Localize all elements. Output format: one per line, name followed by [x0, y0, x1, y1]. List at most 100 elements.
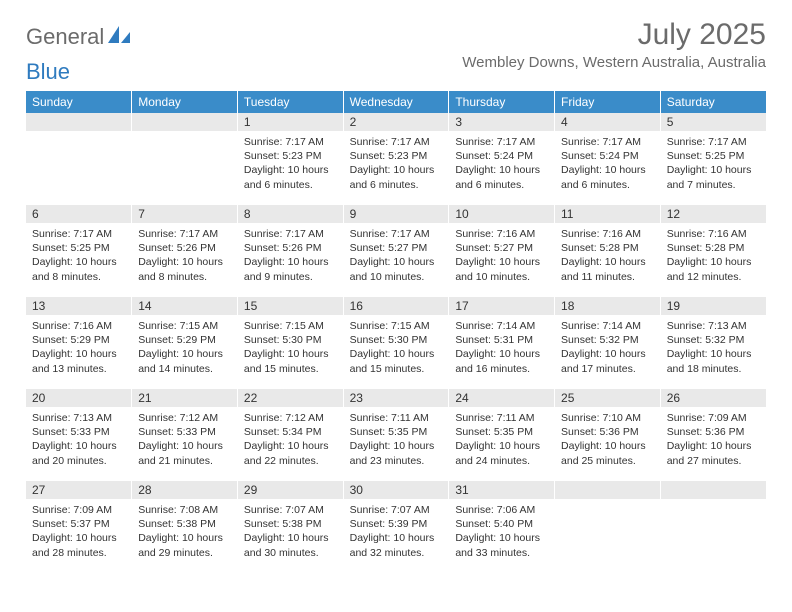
sunrise-text: Sunrise: 7:15 AM	[138, 319, 231, 333]
daylight-text: Daylight: 10 hours and 11 minutes.	[561, 255, 654, 283]
daylight-text: Daylight: 10 hours and 13 minutes.	[32, 347, 125, 375]
calendar-cell: 25Sunrise: 7:10 AMSunset: 5:36 PMDayligh…	[555, 389, 661, 481]
sunset-text: Sunset: 5:29 PM	[32, 333, 125, 347]
sunset-text: Sunset: 5:38 PM	[244, 517, 337, 531]
sunrise-text: Sunrise: 7:11 AM	[455, 411, 548, 425]
day-details: Sunrise: 7:08 AMSunset: 5:38 PMDaylight:…	[132, 500, 237, 566]
sunset-text: Sunset: 5:29 PM	[138, 333, 231, 347]
sunrise-text: Sunrise: 7:12 AM	[138, 411, 231, 425]
sunset-text: Sunset: 5:34 PM	[244, 425, 337, 439]
daylight-text: Daylight: 10 hours and 15 minutes.	[350, 347, 443, 375]
sunset-text: Sunset: 5:28 PM	[561, 241, 654, 255]
calendar-cell: 27Sunrise: 7:09 AMSunset: 5:37 PMDayligh…	[26, 481, 132, 573]
calendar-cell: 5Sunrise: 7:17 AMSunset: 5:25 PMDaylight…	[660, 113, 766, 205]
sunrise-text: Sunrise: 7:17 AM	[350, 135, 443, 149]
calendar-cell: 2Sunrise: 7:17 AMSunset: 5:23 PMDaylight…	[343, 113, 449, 205]
daylight-text: Daylight: 10 hours and 33 minutes.	[455, 531, 548, 559]
day-number-empty	[26, 113, 131, 132]
day-details: Sunrise: 7:07 AMSunset: 5:39 PMDaylight:…	[344, 500, 449, 566]
daylight-text: Daylight: 10 hours and 18 minutes.	[667, 347, 760, 375]
calendar-row: 1Sunrise: 7:17 AMSunset: 5:23 PMDaylight…	[26, 113, 766, 205]
calendar-cell: 24Sunrise: 7:11 AMSunset: 5:35 PMDayligh…	[449, 389, 555, 481]
sunrise-text: Sunrise: 7:17 AM	[667, 135, 760, 149]
sunrise-text: Sunrise: 7:17 AM	[32, 227, 125, 241]
daylight-text: Daylight: 10 hours and 29 minutes.	[138, 531, 231, 559]
day-number: 25	[555, 389, 660, 408]
calendar-cell: 28Sunrise: 7:08 AMSunset: 5:38 PMDayligh…	[132, 481, 238, 573]
sunset-text: Sunset: 5:36 PM	[561, 425, 654, 439]
day-details: Sunrise: 7:17 AMSunset: 5:24 PMDaylight:…	[449, 132, 554, 198]
daylight-text: Daylight: 10 hours and 20 minutes.	[32, 439, 125, 467]
sunrise-text: Sunrise: 7:17 AM	[455, 135, 548, 149]
calendar-cell: 20Sunrise: 7:13 AMSunset: 5:33 PMDayligh…	[26, 389, 132, 481]
sunset-text: Sunset: 5:25 PM	[667, 149, 760, 163]
day-number: 14	[132, 297, 237, 316]
day-number: 27	[26, 481, 131, 500]
sunset-text: Sunset: 5:26 PM	[244, 241, 337, 255]
day-details-empty	[26, 132, 131, 192]
day-number: 16	[344, 297, 449, 316]
day-number: 15	[238, 297, 343, 316]
day-number: 2	[344, 113, 449, 132]
sail-icon	[108, 26, 130, 49]
day-number: 23	[344, 389, 449, 408]
day-details-empty	[132, 132, 237, 192]
calendar-cell: 14 Sunrise: 7:15 AMSunset: 5:29 PMDayligh…	[132, 297, 238, 389]
day-number: 19	[661, 297, 766, 316]
sunrise-text: Sunrise: 7:13 AM	[667, 319, 760, 333]
day-details: Sunrise: 7:17 AMSunset: 5:23 PMDaylight:…	[238, 132, 343, 198]
day-number: 24	[449, 389, 554, 408]
day-number: 9	[344, 205, 449, 224]
daylight-text: Daylight: 10 hours and 21 minutes.	[138, 439, 231, 467]
sunrise-text: Sunrise: 7:15 AM	[244, 319, 337, 333]
sunset-text: Sunset: 5:23 PM	[350, 149, 443, 163]
sunrise-text: Sunrise: 7:17 AM	[561, 135, 654, 149]
sunset-text: Sunset: 5:28 PM	[667, 241, 760, 255]
calendar-cell: 22Sunrise: 7:12 AMSunset: 5:34 PMDayligh…	[237, 389, 343, 481]
day-details: Sunrise: 7:13 AMSunset: 5:32 PMDaylight:…	[661, 316, 766, 382]
daylight-text: Daylight: 10 hours and 16 minutes.	[455, 347, 548, 375]
calendar-cell: 18Sunrise: 7:14 AMSunset: 5:32 PMDayligh…	[555, 297, 661, 389]
day-details: Sunrise: 7:07 AMSunset: 5:38 PMDaylight:…	[238, 500, 343, 566]
day-number: 6	[26, 205, 131, 224]
calendar-row: 27Sunrise: 7:09 AMSunset: 5:37 PMDayligh…	[26, 481, 766, 573]
sunset-text: Sunset: 5:27 PM	[350, 241, 443, 255]
sunrise-text: Sunrise: 7:13 AM	[32, 411, 125, 425]
daylight-text: Daylight: 10 hours and 9 minutes.	[244, 255, 337, 283]
sunset-text: Sunset: 5:26 PM	[138, 241, 231, 255]
sunrise-text: Sunrise: 7:17 AM	[350, 227, 443, 241]
calendar-cell: 13Sunrise: 7:16 AMSunset: 5:29 PMDayligh…	[26, 297, 132, 389]
calendar-cell: 10Sunrise: 7:16 AMSunset: 5:27 PMDayligh…	[449, 205, 555, 297]
day-number: 11	[555, 205, 660, 224]
day-details: Sunrise: 7:17 AMSunset: 5:26 PMDaylight:…	[132, 224, 237, 290]
month-title: July 2025	[462, 18, 766, 52]
calendar-cell: 31Sunrise: 7:06 AMSunset: 5:40 PMDayligh…	[449, 481, 555, 573]
calendar-cell: 11Sunrise: 7:16 AMSunset: 5:28 PMDayligh…	[555, 205, 661, 297]
sunset-text: Sunset: 5:23 PM	[244, 149, 337, 163]
daylight-text: Daylight: 10 hours and 10 minutes.	[350, 255, 443, 283]
daylight-text: Daylight: 10 hours and 8 minutes.	[32, 255, 125, 283]
day-details: Sunrise: 7:15 AMSunset: 5:30 PMDaylight:…	[238, 316, 343, 382]
day-number: 7	[132, 205, 237, 224]
sunrise-text: Sunrise: 7:17 AM	[244, 135, 337, 149]
day-details: Sunrise: 7:16 AMSunset: 5:28 PMDaylight:…	[661, 224, 766, 290]
calendar-cell: 4Sunrise: 7:17 AMSunset: 5:24 PMDaylight…	[555, 113, 661, 205]
day-number: 22	[238, 389, 343, 408]
calendar-cell	[132, 113, 238, 205]
sunrise-text: Sunrise: 7:17 AM	[138, 227, 231, 241]
calendar-cell: 3Sunrise: 7:17 AMSunset: 5:24 PMDaylight…	[449, 113, 555, 205]
calendar-cell: 19Sunrise: 7:13 AMSunset: 5:32 PMDayligh…	[660, 297, 766, 389]
daylight-text: Daylight: 10 hours and 14 minutes.	[138, 347, 231, 375]
day-number-empty	[661, 481, 766, 500]
day-number: 8	[238, 205, 343, 224]
day-number: 29	[238, 481, 343, 500]
daylight-text: Daylight: 10 hours and 23 minutes.	[350, 439, 443, 467]
sunrise-text: Sunrise: 7:10 AM	[561, 411, 654, 425]
sunrise-text: Sunrise: 7:07 AM	[350, 503, 443, 517]
day-details: Sunrise: 7:17 AMSunset: 5:26 PMDaylight:…	[238, 224, 343, 290]
sunrise-text: Sunrise: 7:09 AM	[32, 503, 125, 517]
sunrise-text: Sunrise: 7:17 AM	[244, 227, 337, 241]
sunrise-text: Sunrise: 7:16 AM	[455, 227, 548, 241]
sunset-text: Sunset: 5:27 PM	[455, 241, 548, 255]
sunset-text: Sunset: 5:31 PM	[455, 333, 548, 347]
